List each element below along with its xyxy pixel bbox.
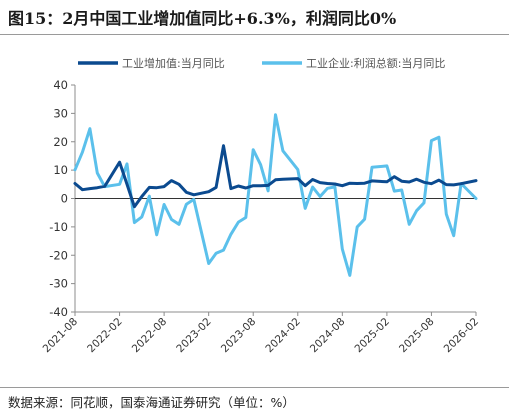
plot-area <box>73 113 478 277</box>
y-tick-label: -40 <box>49 305 68 319</box>
legend-label-industrial-value-added: 工业增加值:当月同比 <box>122 56 225 70</box>
top-rule <box>0 34 509 35</box>
x-tick-label: 2023-02 <box>174 316 214 356</box>
y-tick-label: -10 <box>49 220 68 234</box>
y-axis: -40 -30 -20 -10 0 10 20 30 40 <box>49 78 76 319</box>
line-chart: 工业增加值:当月同比 工业企业:利润总额:当月同比 -40 -30 -20 -10 0 1… <box>41 56 482 356</box>
x-tick-label: 2026-02 <box>442 316 482 356</box>
x-tick-label: 2023-08 <box>219 316 259 356</box>
y-tick-label: 10 <box>53 163 68 177</box>
y-tick-label: 40 <box>53 78 68 92</box>
y-tick-label: -30 <box>49 277 68 291</box>
series-line-industrial-value-added <box>73 144 478 209</box>
legend-label-industrial-profit: 工业企业:利润总额:当月同比 <box>306 56 445 70</box>
figure-title: 图15：2月中国工业增加值同比+6.3%，利润同比0% <box>8 9 397 28</box>
y-tick-label: 30 <box>53 106 68 120</box>
y-tick-label: -20 <box>49 248 68 262</box>
x-axis: 2021-08 2022-02 2022-08 2023-02 2023-08 2024-… <box>41 198 482 356</box>
x-tick-label: 2022-02 <box>85 316 125 356</box>
x-tick-label: 2025-08 <box>397 316 437 356</box>
x-tick-label: 2025-02 <box>353 316 393 356</box>
x-tick-label: 2024-08 <box>308 316 348 356</box>
x-tick-label: 2022-08 <box>130 316 170 356</box>
x-tick-label: 2024-02 <box>263 316 303 356</box>
series-line-industrial-profit <box>73 113 478 277</box>
source-note: 数据来源：同花顺，国泰海通证券研究（单位：%） <box>8 395 295 410</box>
y-tick-label: 20 <box>53 135 68 149</box>
x-tick-label: 2021-08 <box>41 316 81 356</box>
bottom-rule <box>0 387 509 388</box>
legend: 工业增加值:当月同比 工业企业:利润总额:当月同比 <box>78 56 445 70</box>
y-tick-label: 0 <box>61 192 68 206</box>
